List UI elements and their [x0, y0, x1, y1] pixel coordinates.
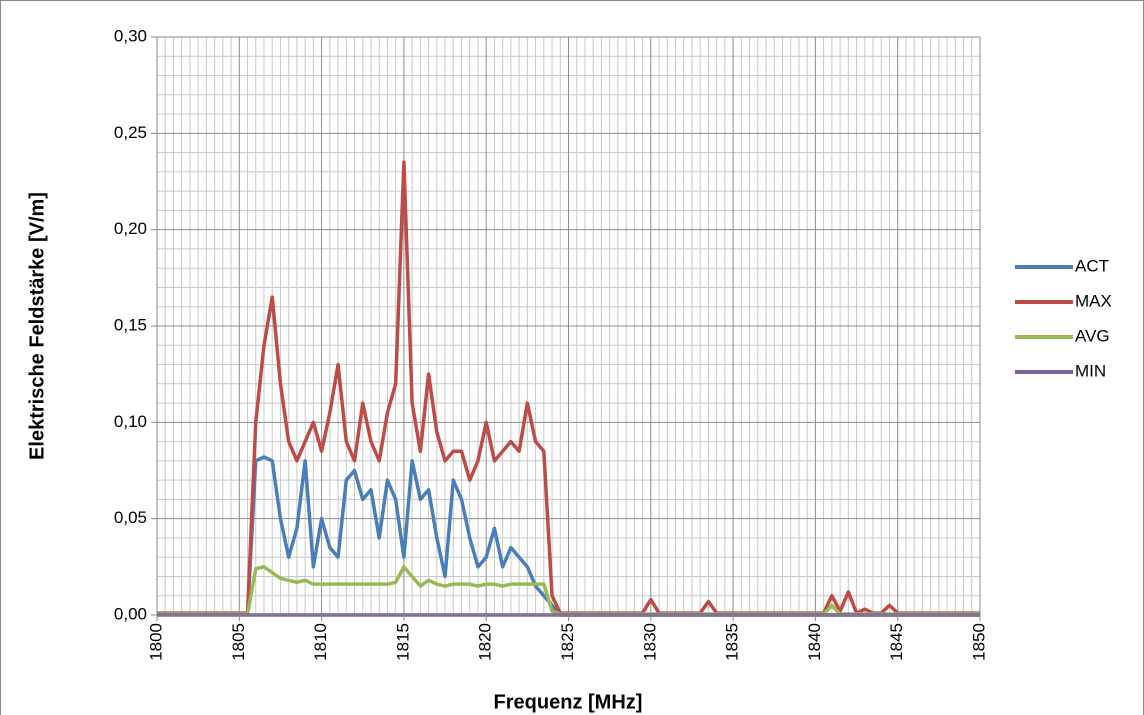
- x-tick-label: 1850: [969, 623, 988, 661]
- y-tick-label: 0,30: [114, 26, 147, 45]
- x-axis-title: Frequenz [MHz]: [494, 691, 643, 713]
- legend-label: MAX: [1075, 291, 1112, 310]
- x-tick-label: 1815: [393, 623, 412, 661]
- legend-label: ACT: [1075, 256, 1109, 275]
- x-tick-label: 1800: [146, 623, 165, 661]
- legend-label: AVG: [1075, 326, 1110, 345]
- x-tick-label: 1840: [805, 623, 824, 661]
- y-tick-label: 0,15: [114, 315, 147, 334]
- x-tick-label: 1835: [723, 623, 742, 661]
- grid: [156, 36, 981, 616]
- x-tick-label: 1810: [311, 623, 330, 661]
- y-tick-label: 0,25: [114, 123, 147, 142]
- y-tick-label: 0,10: [114, 412, 147, 431]
- y-tick-label: 0,20: [114, 219, 147, 238]
- x-tick-label: 1825: [558, 623, 577, 661]
- y-tick-label: 0,05: [114, 508, 147, 527]
- x-tick-label: 1820: [476, 623, 495, 661]
- x-tick-label: 1845: [887, 623, 906, 661]
- legend-label: MIN: [1075, 361, 1106, 380]
- y-axis-title: Elektrische Feldstärke [V/m]: [26, 192, 48, 460]
- x-tick-label: 1805: [229, 623, 248, 661]
- y-tick-label: 0,00: [114, 604, 147, 623]
- x-tick-label: 1830: [640, 623, 659, 661]
